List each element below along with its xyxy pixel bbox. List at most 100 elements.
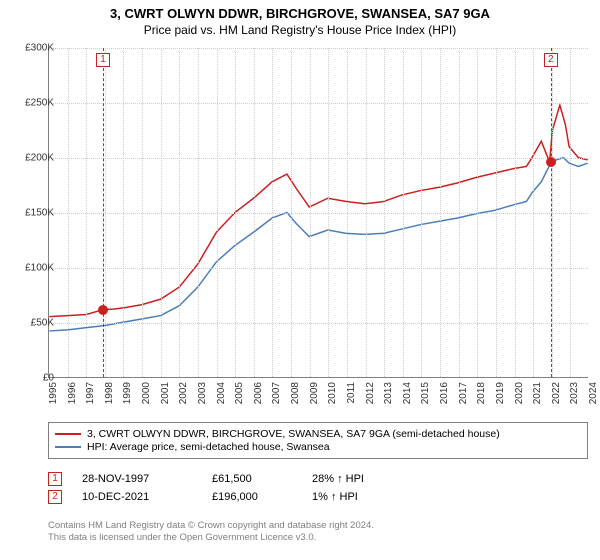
legend-swatch <box>55 446 81 448</box>
gridline-h <box>49 158 588 159</box>
x-axis-label: 2019 <box>495 382 506 404</box>
y-axis-label: £250K <box>10 98 54 109</box>
gridline-v <box>496 48 497 377</box>
sale-marker-dot <box>98 305 108 315</box>
gridline-h <box>49 48 588 49</box>
sale-row-date: 10-DEC-2021 <box>82 491 212 503</box>
gridline-v <box>328 48 329 377</box>
attribution-text: Contains HM Land Registry data © Crown c… <box>48 520 588 545</box>
gridline-v <box>68 48 69 377</box>
gridline-v <box>179 48 180 377</box>
gridline-v <box>86 48 87 377</box>
gridline-v <box>515 48 516 377</box>
legend-row: HPI: Average price, semi-detached house,… <box>55 441 581 453</box>
series-line <box>49 105 587 317</box>
y-axis-label: £300K <box>10 43 54 54</box>
x-axis-label: 2004 <box>216 382 227 404</box>
gridline-v <box>105 48 106 377</box>
x-axis-label: 2023 <box>569 382 580 404</box>
sale-row-badge: 2 <box>48 490 62 504</box>
x-axis-label: 2024 <box>588 382 599 404</box>
x-axis-label: 2010 <box>327 382 338 404</box>
gridline-v <box>123 48 124 377</box>
x-axis-label: 2007 <box>271 382 282 404</box>
y-axis-label: £150K <box>10 208 54 219</box>
chart-titles: 3, CWRT OLWYN DDWR, BIRCHGROVE, SWANSEA,… <box>0 0 600 37</box>
gridline-v <box>291 48 292 377</box>
sale-row-delta: 28% ↑ HPI <box>312 473 364 485</box>
plot-area: 12 <box>48 48 588 378</box>
x-axis-label: 2016 <box>439 382 450 404</box>
sale-marker-dot <box>546 157 556 167</box>
gridline-v <box>440 48 441 377</box>
gridline-v <box>161 48 162 377</box>
y-axis-label: £50K <box>10 318 54 329</box>
sale-marker-badge: 2 <box>544 53 558 67</box>
y-axis-label: £100K <box>10 263 54 274</box>
x-axis-label: 2008 <box>290 382 301 404</box>
gridline-v <box>477 48 478 377</box>
x-axis-label: 2022 <box>551 382 562 404</box>
chart-title: 3, CWRT OLWYN DDWR, BIRCHGROVE, SWANSEA,… <box>0 6 600 21</box>
gridline-h <box>49 268 588 269</box>
gridline-v <box>570 48 571 377</box>
x-axis-label: 2006 <box>253 382 264 404</box>
x-axis-label: 2003 <box>197 382 208 404</box>
sale-row: 1 28-NOV-1997£61,50028% ↑ HPI <box>48 472 588 486</box>
legend-swatch <box>55 433 81 435</box>
x-axis-label: 2002 <box>178 382 189 404</box>
x-axis-label: 2001 <box>160 382 171 404</box>
sale-row: 210-DEC-2021£196,0001% ↑ HPI <box>48 490 588 504</box>
x-axis-label: 2021 <box>532 382 543 404</box>
sale-row-delta: 1% ↑ HPI <box>312 491 358 503</box>
gridline-v <box>272 48 273 377</box>
x-axis-label: 2012 <box>365 382 376 404</box>
sale-marker-vline <box>551 48 552 377</box>
x-axis-label: 1996 <box>67 382 78 404</box>
x-axis-label: 1999 <box>122 382 133 404</box>
sale-row-date: 28-NOV-1997 <box>82 473 212 485</box>
gridline-v <box>310 48 311 377</box>
gridline-v <box>254 48 255 377</box>
sale-marker-vline <box>103 48 104 377</box>
gridline-v <box>198 48 199 377</box>
x-axis-label: 2011 <box>346 382 357 404</box>
gridline-h <box>49 323 588 324</box>
sale-row-badge: 1 <box>48 472 62 486</box>
series-line <box>49 158 587 331</box>
x-axis-label: 2017 <box>458 382 469 404</box>
gridline-v <box>533 48 534 377</box>
gridline-v <box>552 48 553 377</box>
gridline-v <box>142 48 143 377</box>
x-axis-label: 2018 <box>476 382 487 404</box>
gridline-v <box>235 48 236 377</box>
sale-row-price: £61,500 <box>212 473 312 485</box>
x-axis-label: 2009 <box>309 382 320 404</box>
sale-marker-badge: 1 <box>96 53 110 67</box>
gridline-v <box>459 48 460 377</box>
gridline-v <box>347 48 348 377</box>
x-axis-label: 1997 <box>85 382 96 404</box>
chart-container: 3, CWRT OLWYN DDWR, BIRCHGROVE, SWANSEA,… <box>0 0 600 560</box>
legend-label: HPI: Average price, semi-detached house,… <box>87 441 330 453</box>
chart-subtitle: Price paid vs. HM Land Registry's House … <box>0 23 600 37</box>
x-axis-label: 1995 <box>48 382 59 404</box>
gridline-v <box>366 48 367 377</box>
gridline-v <box>384 48 385 377</box>
gridline-v <box>421 48 422 377</box>
x-axis-label: 2013 <box>383 382 394 404</box>
x-axis-label: 2014 <box>402 382 413 404</box>
legend-row: 3, CWRT OLWYN DDWR, BIRCHGROVE, SWANSEA,… <box>55 428 581 440</box>
y-axis-label: £200K <box>10 153 54 164</box>
x-axis-label: 2000 <box>141 382 152 404</box>
legend-label: 3, CWRT OLWYN DDWR, BIRCHGROVE, SWANSEA,… <box>87 428 500 440</box>
gridline-v <box>403 48 404 377</box>
gridline-h <box>49 103 588 104</box>
x-axis-label: 2020 <box>514 382 525 404</box>
x-axis-label: 2005 <box>234 382 245 404</box>
sale-markers-table: 1 28-NOV-1997£61,50028% ↑ HPI 2 10-DEC-2021… <box>48 468 588 508</box>
gridline-h <box>49 213 588 214</box>
x-axis-label: 1998 <box>104 382 115 404</box>
gridline-v <box>217 48 218 377</box>
x-axis-label: 2015 <box>420 382 431 404</box>
